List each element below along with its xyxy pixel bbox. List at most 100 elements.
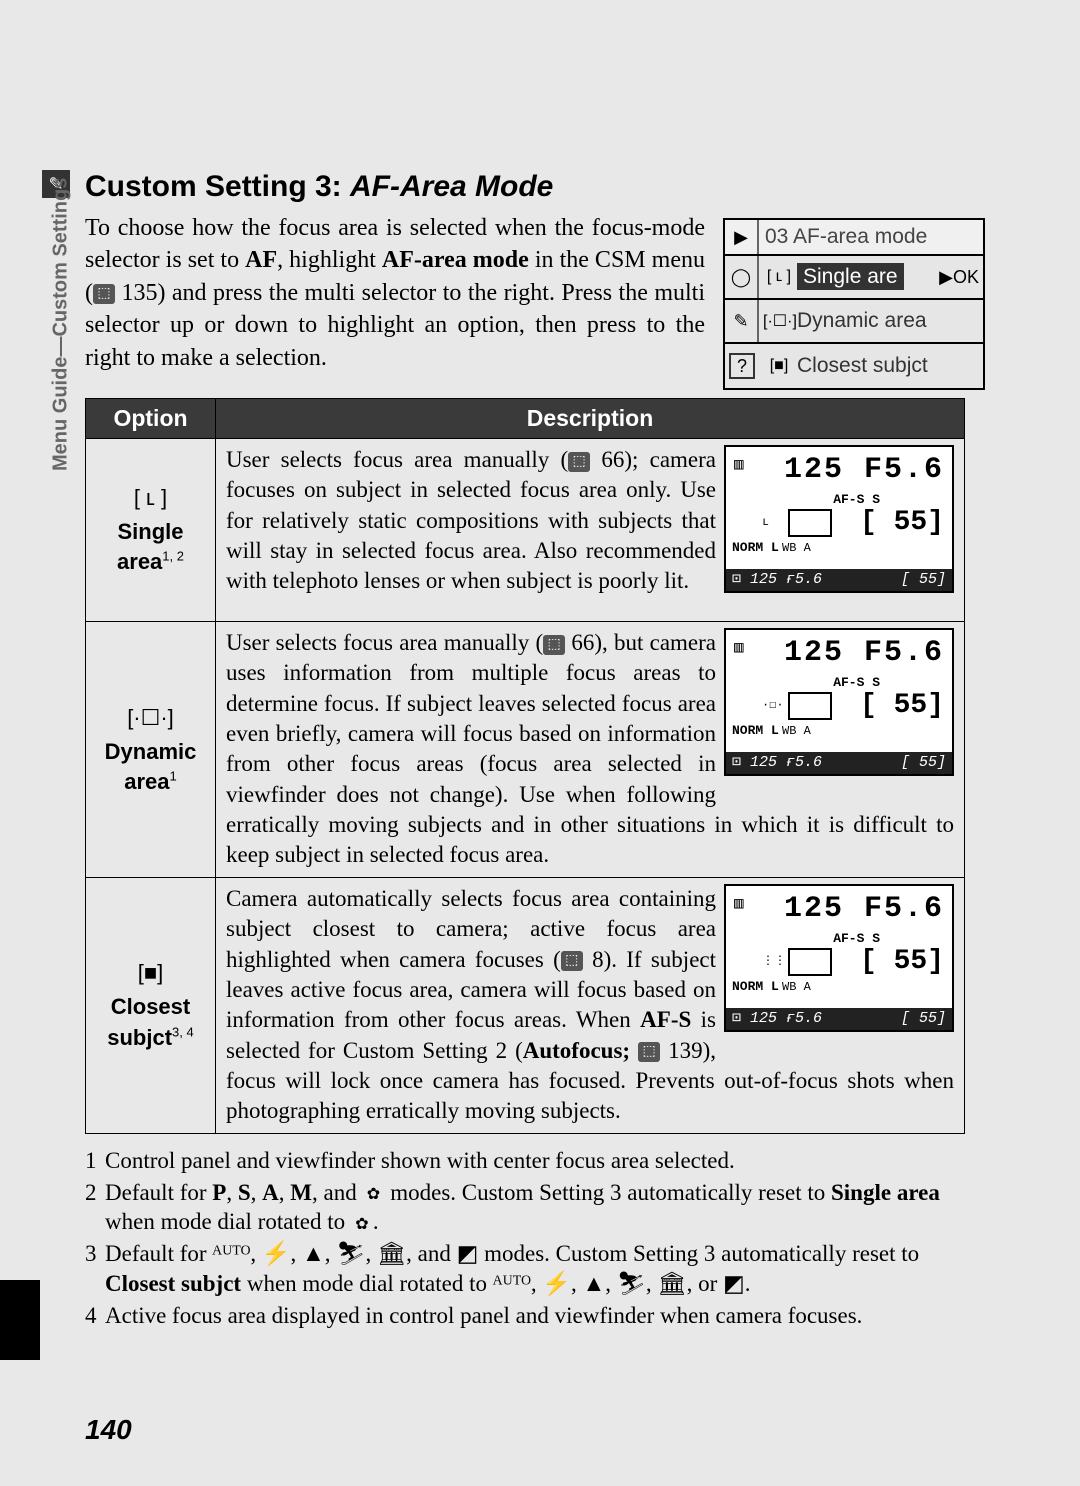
lcd-battery-icon: ▥ [734, 894, 744, 915]
lcd-focus-box [788, 509, 832, 537]
menu-item-closest-subject: ? [■] Closest subjct [725, 344, 983, 388]
page-ref-icon: ⬚ [568, 452, 590, 472]
lcd-panel-dynamic: ▥ 125 F5.6 AF-S S ·☐· [ 55] NORM L WB A … [724, 628, 954, 776]
page-ref-number: 139 [668, 1038, 703, 1063]
lcd-battery-icon: ▥ [734, 455, 744, 476]
lcd-panel-closest: ▥ 125 F5.6 AF-S S ⋮⋮ [ 55] NORM L WB A ⊡… [724, 884, 954, 1032]
lcd-battery-icon: ▥ [734, 638, 744, 659]
heading-prefix: Custom Setting 3: [85, 170, 350, 203]
menu-item-label: Dynamic area [795, 309, 983, 333]
desc-bold: AF-S [640, 1007, 691, 1032]
menu-tab-icon: ▶ [725, 220, 759, 254]
option-name: Single area [117, 519, 183, 574]
desc-text: User selects focus area manually ( [226, 447, 568, 472]
page-content: Custom Setting 3: AF-Area Mode To choose… [85, 170, 985, 1333]
option-symbol: [■] [96, 958, 205, 987]
camera-manual-page: ✎ Menu Guide—Custom Settings Custom Sett… [0, 0, 1080, 1486]
mode-icons: ᴬᵁᵀᴼ, ⚡, ▲, ⛷, 🏛, or ◩ [493, 1271, 745, 1296]
footnote-number: 3 [85, 1239, 105, 1299]
intro-bold-af: AF [245, 247, 277, 273]
viewfinder-bar: ⊡ 125 ғ5.6[ 55] [726, 1008, 952, 1030]
desc-text: User selects focus area manually ( [226, 630, 543, 655]
option-footnote-ref: 1, 2 [162, 549, 184, 564]
lcd-focus-box [788, 948, 832, 976]
menu-tab-icon: ◯ [725, 256, 759, 298]
lcd-shutter-aperture: 125 F5.6 [784, 890, 944, 930]
page-ref-number: 66 [601, 447, 624, 472]
col-option: Option [86, 398, 216, 438]
option-cell: [■] Closest subjct3, 4 [86, 877, 216, 1133]
lcd-norm: NORM L [732, 539, 779, 556]
page-ref-number: 8 [592, 947, 604, 972]
footnote-1: 1 Control panel and viewfinder shown wit… [85, 1146, 985, 1176]
menu-item-dynamic-area: ✎ [·☐·] Dynamic area [725, 300, 983, 344]
lcd-frame-count: [ 55] [860, 505, 944, 542]
lcd-panel-single: ▥ 125 F5.6 AF-S S ʟ [ 55] NORM L WB A ⊡ … [724, 445, 954, 593]
lcd-frame-count: [ 55] [860, 944, 944, 981]
option-name: Dynamic area [105, 739, 197, 794]
menu-item-label: Single are [795, 265, 939, 289]
lcd-wb: WB A [782, 980, 811, 996]
menu-tab-icon: ✎ [725, 300, 759, 342]
footnote-number: 4 [85, 1301, 105, 1331]
af-area-options-table: Option Description [ ʟ ] Single area1, 2… [85, 398, 965, 1134]
description-cell: ▥ 125 F5.6 AF-S S ʟ [ 55] NORM L WB A ⊡ … [216, 438, 965, 621]
footnote-number: 1 [85, 1146, 105, 1176]
menu-ok-indicator: ▶OK [939, 267, 979, 288]
description-cell: ▥ 125 F5.6 AF-S S ·☐· [ 55] NORM L WB A … [216, 621, 965, 877]
page-ref-icon: ⬚ [561, 951, 583, 971]
menu-title-row: ▶ 03 AF-area mode [725, 220, 983, 256]
footnote-number: 2 [85, 1178, 105, 1238]
lcd-frame-count: [ 55] [860, 688, 944, 725]
menu-item-icon: [ ʟ ] [763, 268, 795, 286]
intro-text: , highlight [277, 247, 382, 273]
footnote-text: Active focus area displayed in control p… [105, 1301, 985, 1331]
viewfinder-bar: ⊡ 125 ғ5.6[ 55] [726, 752, 952, 774]
thumb-index-block [0, 1280, 40, 1360]
lcd-shutter-aperture: 125 F5.6 [784, 634, 944, 674]
mode-icons: ᴬᵁᵀᴼ, ⚡, ▲, ⛷, 🏛, and ◩ [212, 1241, 478, 1266]
lcd-shutter-aperture: 125 F5.6 [784, 451, 944, 491]
lcd-norm: NORM L [732, 722, 779, 739]
footnotes: 1 Control panel and viewfinder shown wit… [85, 1146, 985, 1331]
menu-item-icon: [■] [763, 357, 795, 375]
mode-icon-macro: ✿ [351, 1215, 373, 1233]
table-row-dynamic-area: [·☐·] Dynamic area1 ▥ 125 F5.6 AF-S S ·☐… [86, 621, 965, 877]
option-name: Closest subjct [107, 994, 190, 1049]
menu-item-label: Closest subjct [795, 354, 983, 378]
page-number: 140 [85, 1414, 132, 1446]
page-ref-icon: ⬚ [543, 635, 565, 655]
footnote-3: 3 Default for ᴬᵁᵀᴼ, ⚡, ▲, ⛷, 🏛, and ◩ mo… [85, 1239, 985, 1299]
option-symbol: [ ʟ ] [96, 483, 205, 512]
option-footnote-ref: 3, 4 [172, 1024, 194, 1039]
lcd-af-area-icon: ·☐· [762, 698, 784, 714]
col-description: Description [216, 398, 965, 438]
lcd-wb: WB A [782, 724, 811, 740]
menu-tab-icon: ? [729, 353, 755, 379]
option-footnote-ref: 1 [170, 768, 177, 783]
spine-section-label: Menu Guide—Custom Settings [47, 178, 75, 608]
page-ref-number: 66 [571, 630, 594, 655]
section-heading: Custom Setting 3: AF-Area Mode [85, 170, 985, 204]
intro-block: To choose how the focus area is selected… [85, 212, 985, 374]
footnote-text: Default for P, S, A, M, and ✿ modes. Cus… [105, 1178, 985, 1238]
menu-item-icon: [·☐·] [763, 311, 795, 331]
intro-paragraph: To choose how the focus area is selected… [85, 212, 705, 374]
lcd-wb: WB A [782, 541, 811, 557]
table-row-single-area: [ ʟ ] Single area1, 2 ▥ 125 F5.6 AF-S S … [86, 438, 965, 621]
description-cell: ▥ 125 F5.6 AF-S S ⋮⋮ [ 55] NORM L WB A ⊡… [216, 877, 965, 1133]
footnote-text: Default for ᴬᵁᵀᴼ, ⚡, ▲, ⛷, 🏛, and ◩ mode… [105, 1239, 985, 1299]
intro-bold-afarea: AF-area mode [382, 247, 529, 273]
heading-title: AF-Area Mode [350, 170, 553, 203]
footnote-4: 4 Active focus area displayed in control… [85, 1301, 985, 1331]
lcd-norm: NORM L [732, 978, 779, 995]
option-cell: [·☐·] Dynamic area1 [86, 621, 216, 877]
page-ref-number: 135 [121, 280, 157, 306]
table-header-row: Option Description [86, 398, 965, 438]
camera-menu-screenshot: ▶ 03 AF-area mode ◯ [ ʟ ] Single are ▶OK… [723, 218, 985, 390]
footnote-2: 2 Default for P, S, A, M, and ✿ modes. C… [85, 1178, 985, 1238]
desc-bold: Autofocus; [523, 1038, 638, 1063]
lcd-af-area-icon: ⋮⋮ [762, 954, 786, 970]
table-row-closest-subject: [■] Closest subjct3, 4 ▥ 125 F5.6 AF-S S… [86, 877, 965, 1133]
option-cell: [ ʟ ] Single area1, 2 [86, 438, 216, 621]
